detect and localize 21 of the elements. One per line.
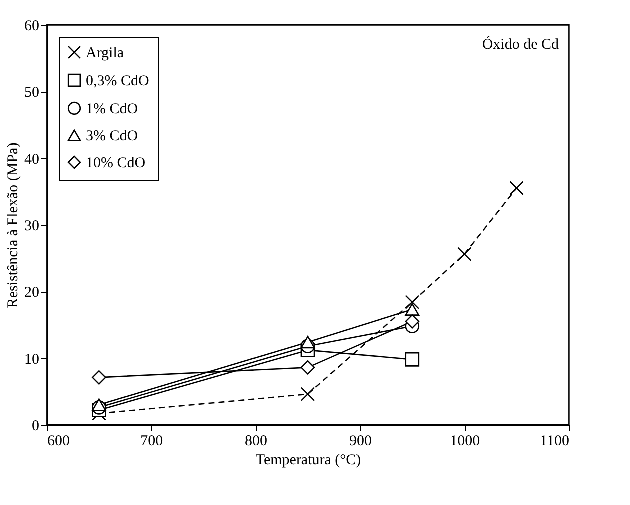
x-tick-label: 700 — [140, 434, 164, 450]
legend-label: 10% CdO — [86, 156, 146, 172]
y-tick-label: 30 — [24, 218, 40, 234]
y-tick-label: 50 — [24, 85, 40, 102]
y-tick-label: 20 — [24, 285, 40, 302]
y-tick-label: 40 — [24, 152, 40, 168]
x-tick-label: 1000 — [450, 434, 480, 450]
x-tick-label: 1100 — [540, 434, 570, 450]
y-tick-label: 60 — [24, 18, 40, 34]
annotation: Óxido de Cd — [482, 36, 560, 53]
x-axis-title: Temperatura (°C) — [256, 452, 362, 468]
y-tick-label: 10 — [24, 352, 40, 368]
x-tick-label: 900 — [349, 434, 372, 450]
y-tick-label: 0 — [32, 418, 40, 434]
legend-label: 0,3% CdO — [86, 74, 150, 90]
legend-label: 3% CdO — [86, 128, 138, 144]
legend-label: Argila — [86, 46, 124, 62]
legend-label: 1% CdO — [86, 102, 138, 118]
x-tick-label: 600 — [48, 434, 70, 450]
x-tick-label: 800 — [245, 434, 268, 450]
y-axis-title: Resistência à Flexão (MPa) — [6, 142, 22, 308]
